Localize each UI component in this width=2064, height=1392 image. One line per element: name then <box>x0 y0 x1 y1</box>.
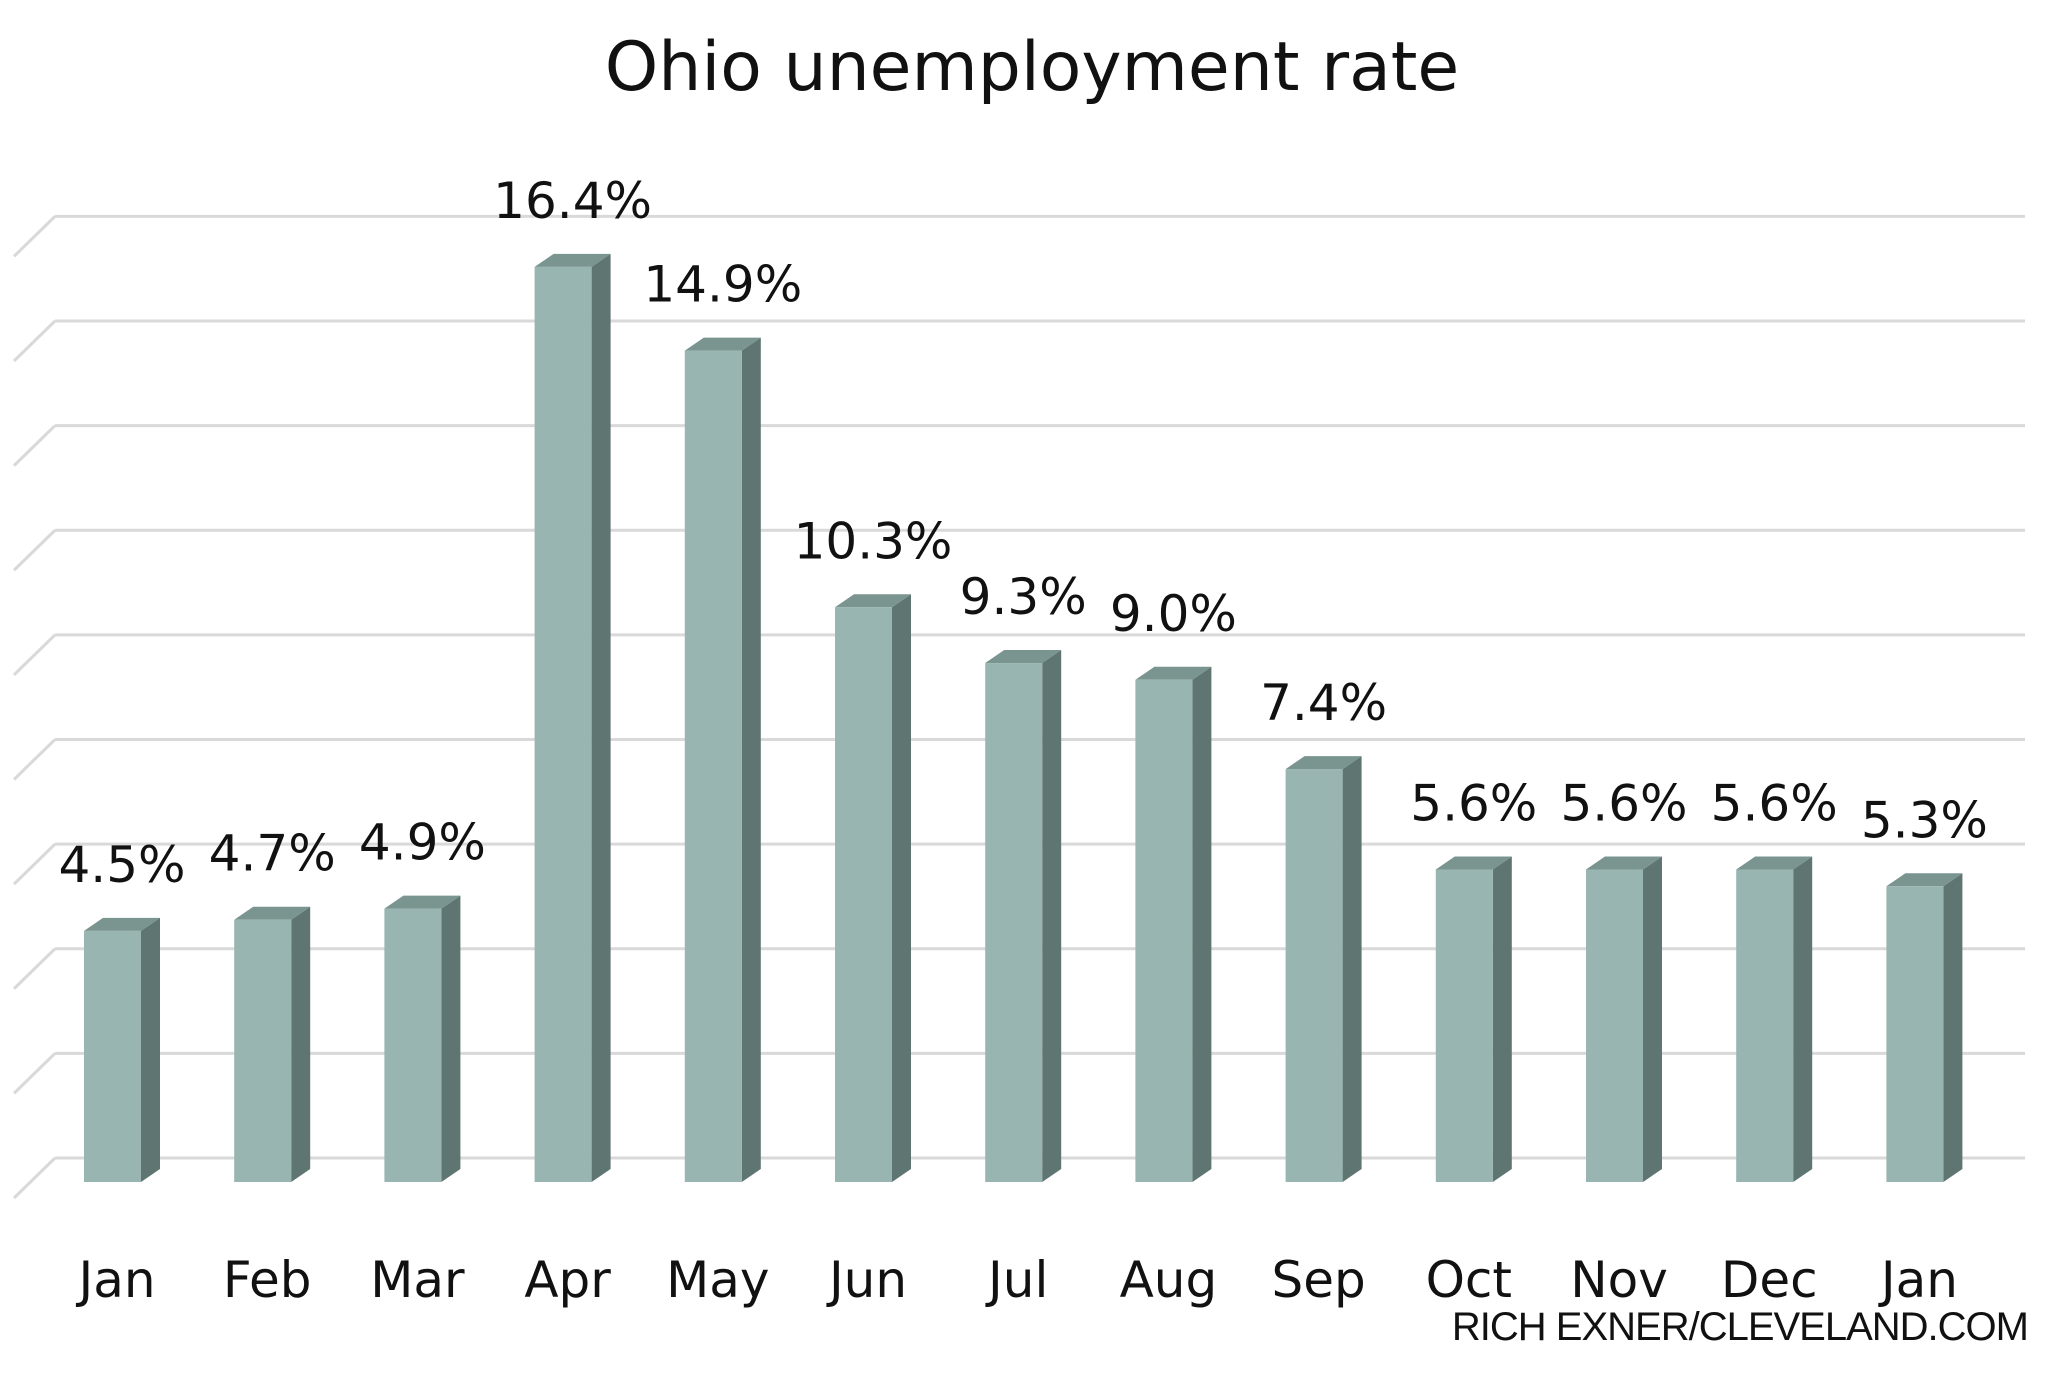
data-label: 5.6% <box>1560 775 1687 833</box>
bar <box>384 908 442 1182</box>
bar <box>534 266 592 1182</box>
bar <box>835 607 892 1182</box>
gridline-depth <box>12 529 57 572</box>
bar-side <box>1793 856 1813 1182</box>
bar-side <box>1492 856 1512 1182</box>
photo-credit: RICH EXNER/CLEVELAND.COM <box>1451 1305 2029 1349</box>
gridline-depth <box>12 633 57 676</box>
data-label: 4.7% <box>209 825 336 883</box>
x-tick-label: Jan <box>1878 1251 1958 1309</box>
gridline-depth <box>12 738 57 781</box>
bar-top <box>1586 856 1662 870</box>
bar <box>234 919 292 1182</box>
data-label: 5.6% <box>1410 775 1537 833</box>
bar-top <box>684 337 761 351</box>
chart-title: Ohio unemployment rate <box>604 28 1460 107</box>
bar-side <box>141 917 160 1182</box>
bar-side <box>892 594 911 1182</box>
bar <box>1586 869 1643 1182</box>
bar-side <box>1042 650 1062 1182</box>
x-tick-label: Dec <box>1721 1251 1818 1309</box>
x-tick-label: Jan <box>75 1251 155 1309</box>
gridline-depth <box>12 843 57 886</box>
bar-top <box>384 895 461 909</box>
bar <box>1886 886 1944 1182</box>
gridline-depth <box>12 947 57 990</box>
x-tick-label: Jun <box>826 1251 907 1309</box>
x-tick-label: Apr <box>524 1251 611 1309</box>
x-tick-label: Nov <box>1570 1251 1668 1309</box>
bar-top <box>835 594 911 608</box>
data-label: 9.3% <box>960 568 1087 626</box>
bar-top <box>1736 856 1813 870</box>
data-label: 10.3% <box>794 512 953 570</box>
bar-side <box>591 253 611 1182</box>
x-tick-label: Sep <box>1271 1251 1365 1309</box>
data-label: 14.9% <box>643 256 802 314</box>
x-tick-label: Feb <box>223 1251 312 1309</box>
bar <box>1435 869 1493 1182</box>
bar-top <box>84 917 160 931</box>
bar-side <box>1943 873 1963 1182</box>
data-label: 16.4% <box>493 172 652 230</box>
bar <box>985 663 1043 1182</box>
bar <box>1285 769 1343 1182</box>
data-label: 4.9% <box>359 814 486 872</box>
data-label: 5.6% <box>1711 775 1838 833</box>
bar-side <box>1342 756 1362 1182</box>
bar-side <box>441 895 461 1182</box>
bar-top <box>985 650 1062 664</box>
x-tick-label: Oct <box>1426 1251 1512 1309</box>
x-tick-label: May <box>666 1251 769 1309</box>
bar <box>1135 679 1193 1182</box>
bar <box>684 350 742 1183</box>
gridline-depth <box>12 1156 57 1200</box>
bar-side <box>1643 856 1662 1182</box>
bar-top <box>534 253 611 267</box>
x-tick-label: Jul <box>985 1251 1048 1309</box>
x-tick-label: Mar <box>370 1251 465 1309</box>
bar-top <box>1285 756 1362 770</box>
bar-top <box>234 906 311 920</box>
bar <box>1736 869 1794 1182</box>
data-label: 9.0% <box>1110 585 1237 643</box>
gridline-depth <box>12 1052 57 1095</box>
gridline-depth <box>12 215 57 258</box>
x-tick-label: Aug <box>1120 1251 1218 1309</box>
data-label: 7.4% <box>1260 674 1387 732</box>
bar-side <box>1192 666 1212 1182</box>
data-label: 4.5% <box>58 836 185 894</box>
bar-side <box>291 906 311 1182</box>
bar-side <box>741 337 761 1183</box>
gridline-depth <box>12 424 57 467</box>
bar-top <box>1886 873 1963 887</box>
data-label: 5.3% <box>1861 791 1988 849</box>
bar <box>84 930 141 1182</box>
gridline-depth <box>12 319 57 363</box>
bar-top <box>1435 856 1512 870</box>
bar-top <box>1135 666 1212 680</box>
